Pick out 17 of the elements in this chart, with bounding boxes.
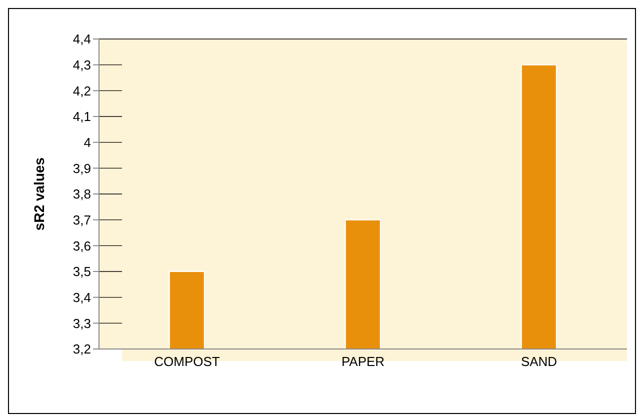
y-tick-label: 3,4	[72, 290, 91, 305]
x-tick-label: PAPER	[341, 354, 385, 370]
x-tick-label: SAND	[520, 354, 558, 370]
y-tick-label: 4	[84, 134, 91, 150]
y-tick-label: 3,3	[72, 316, 91, 331]
y-tick-label: 3,2	[72, 342, 91, 357]
y-tick-label: 4,4	[72, 32, 91, 47]
y-tick-label: 4,3	[72, 57, 91, 72]
y-tick-label: 3,5	[72, 264, 91, 280]
y-tick-label: 3,7	[72, 212, 91, 228]
y-tick-label: 3,6	[72, 238, 91, 254]
y-axis-title: sR2 values	[30, 157, 47, 231]
x-tick-label: COMPOST	[154, 354, 220, 370]
y-tick-label: 4,2	[72, 83, 91, 98]
y-tick-label: 3,8	[72, 186, 91, 202]
y-tick-label: 4,1	[72, 109, 91, 124]
y-tick-label: 3,9	[72, 160, 91, 176]
